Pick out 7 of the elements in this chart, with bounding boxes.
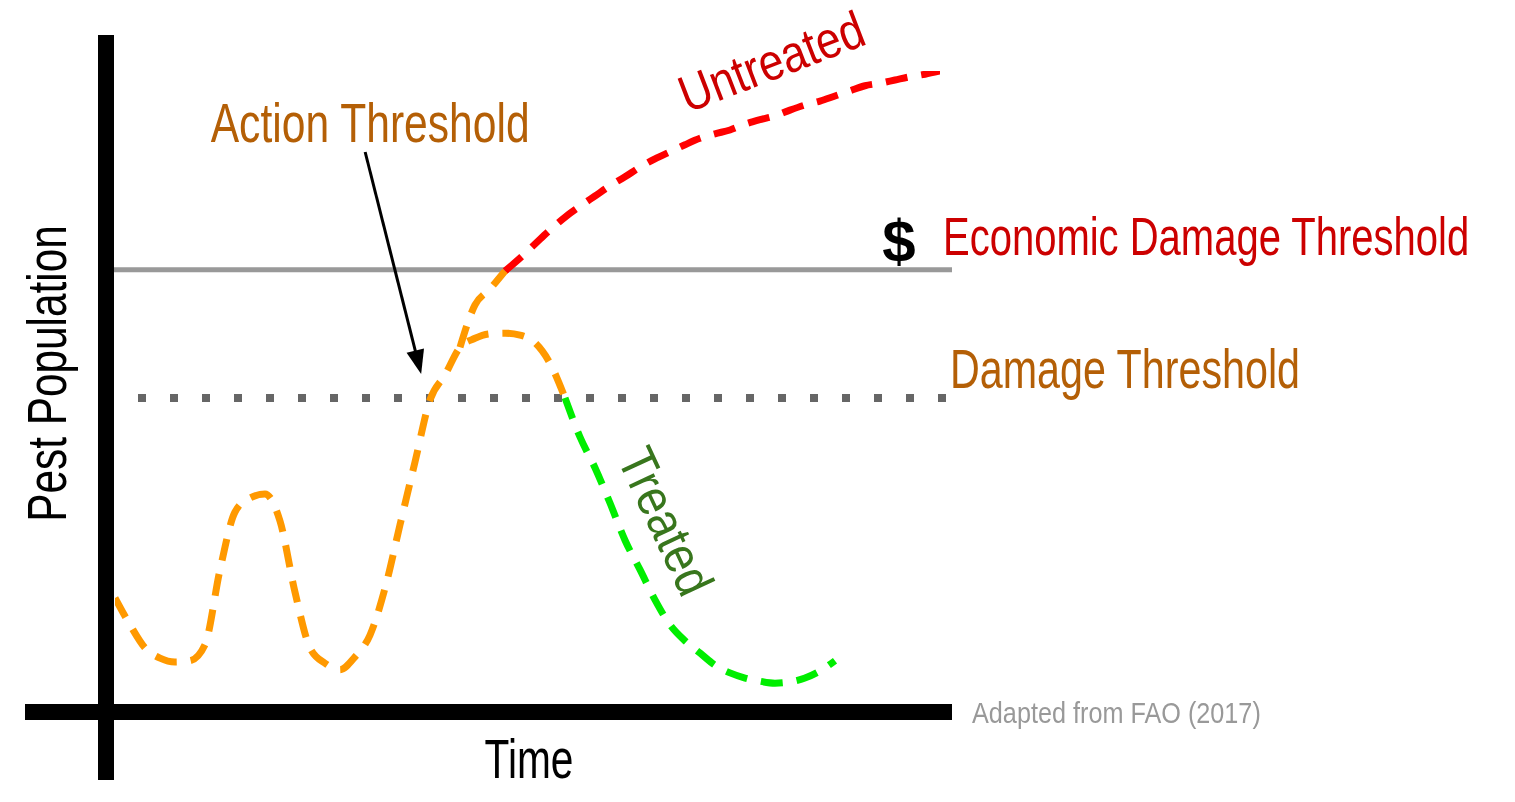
x-axis-title: Time xyxy=(484,727,574,790)
annotation: $ xyxy=(882,207,916,275)
annotation: Action Threshold xyxy=(210,91,530,154)
text: Adapted from FAO (2017) xyxy=(972,696,1261,730)
ref-line-label: Damage Threshold xyxy=(950,338,1301,400)
ref-line-label: Economic Damage Threshold xyxy=(943,206,1470,266)
y-axis-title: Pest Population xyxy=(16,225,78,522)
